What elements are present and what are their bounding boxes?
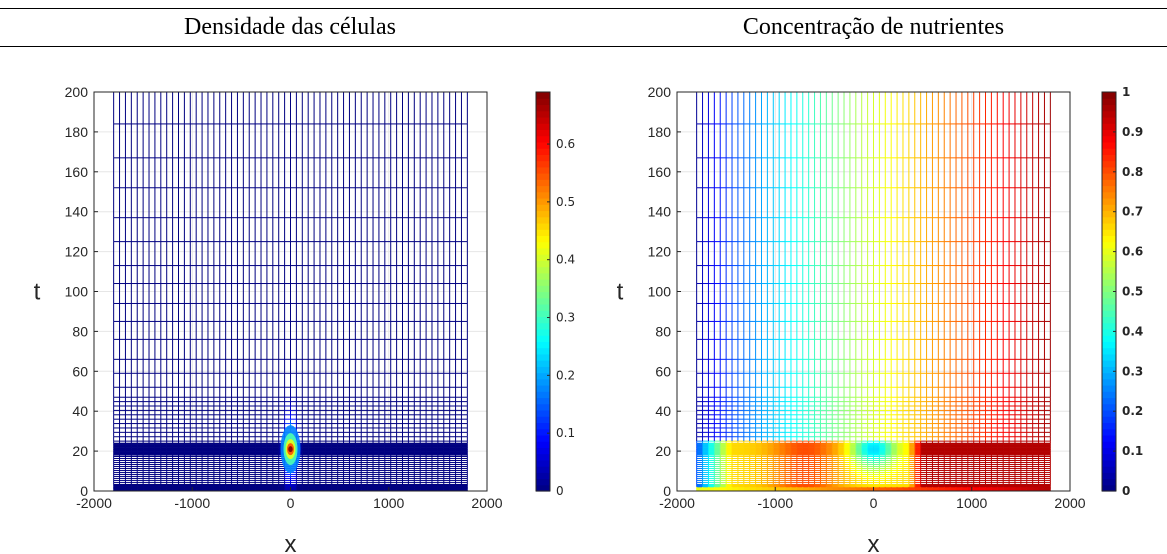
plot-area: -2000 -1000 0 1000 2000020406080100120140160… <box>65 84 503 511</box>
header-left: Densidade das células <box>184 14 396 40</box>
chart-cell-density: -2000 -1000 0 1000 2000020406080100120140160… <box>34 84 575 554</box>
mesh <box>113 91 468 492</box>
header-right: Concentração de nutrientes <box>742 14 1005 40</box>
top-rule <box>0 8 1167 9</box>
header-rule <box>0 46 1167 47</box>
